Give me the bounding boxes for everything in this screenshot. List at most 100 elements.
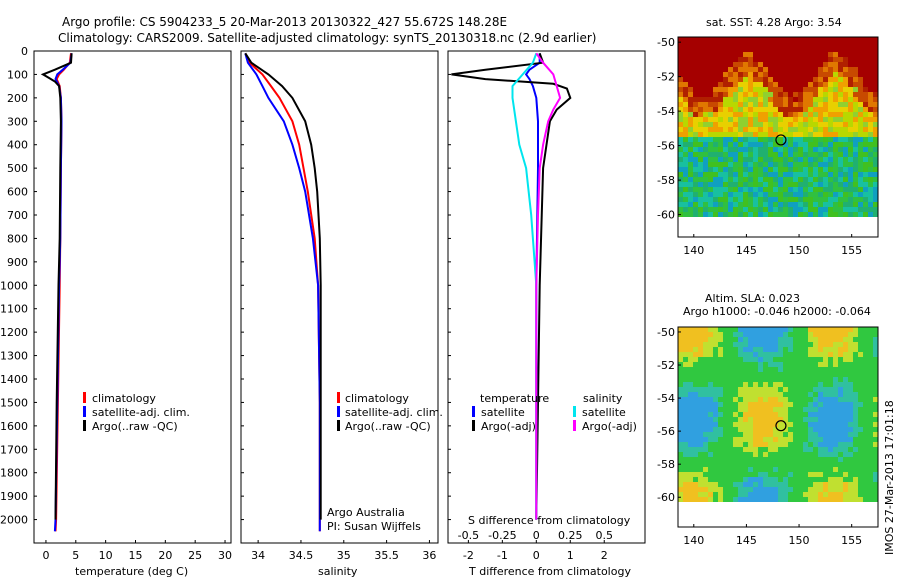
map-cell: [723, 182, 728, 187]
map-cell: [743, 477, 748, 482]
map-cell: [683, 512, 688, 517]
map-cell: [808, 152, 813, 157]
map-cell: [733, 92, 738, 97]
map-cell: [783, 522, 788, 527]
map-cell: [678, 157, 683, 162]
map-cell: [783, 502, 788, 507]
map-cell: [858, 347, 863, 352]
map-cell: [748, 397, 753, 402]
map-cell: [773, 462, 778, 467]
map-cell: [703, 147, 708, 152]
map-cell: [853, 467, 858, 472]
map-cell: [853, 132, 858, 137]
map-cell: [713, 432, 718, 437]
map-cell: [788, 497, 793, 502]
map-cell: [693, 477, 698, 482]
map-cell: [823, 167, 828, 172]
map-cell: [693, 357, 698, 362]
map-cell: [688, 107, 693, 112]
map-cell: [748, 137, 753, 142]
map-cell: [703, 207, 708, 212]
map-cell: [728, 92, 733, 97]
map-cell: [788, 222, 793, 227]
map-cell: [788, 337, 793, 342]
map-cell: [683, 422, 688, 427]
map-cell: [843, 497, 848, 502]
map-cell: [708, 507, 713, 512]
map-cell: [698, 117, 703, 122]
map-cell: [723, 62, 728, 67]
map-cell: [678, 327, 683, 332]
map-cell: [753, 412, 758, 417]
map-cell: [718, 52, 723, 57]
map-cell: [678, 127, 683, 132]
map-cell: [753, 407, 758, 412]
map-cell: [818, 497, 823, 502]
map-cell: [763, 67, 768, 72]
map-cell: [848, 402, 853, 407]
map-cell: [743, 52, 748, 57]
depth-tick-label: 1700: [0, 443, 28, 456]
map-cell: [763, 212, 768, 217]
map-cell: [808, 182, 813, 187]
map-cell: [733, 442, 738, 447]
map-cell: [758, 217, 763, 222]
map-cell: [713, 517, 718, 522]
map-cell: [863, 442, 868, 447]
map-cell: [718, 162, 723, 167]
map-cell: [838, 97, 843, 102]
map-cell: [688, 427, 693, 432]
map-cell: [828, 87, 833, 92]
map-cell: [733, 112, 738, 117]
map-cell: [838, 77, 843, 82]
map-cell: [773, 477, 778, 482]
map-cell: [873, 152, 878, 157]
map-cell: [803, 452, 808, 457]
map-cell: [693, 397, 698, 402]
map-cell: [743, 62, 748, 67]
map-cell: [868, 112, 873, 117]
map-cell: [713, 417, 718, 422]
map-cell: [818, 157, 823, 162]
map-cell: [798, 427, 803, 432]
map-cell: [753, 207, 758, 212]
map-cell: [778, 197, 783, 202]
map-cell: [828, 422, 833, 427]
map-cell: [693, 417, 698, 422]
map-cell: [728, 447, 733, 452]
map-cell: [858, 67, 863, 72]
map-cell: [773, 217, 778, 222]
map-cell: [848, 407, 853, 412]
map-cell: [753, 387, 758, 392]
map-cell: [743, 487, 748, 492]
map-cell: [858, 97, 863, 102]
map-cell: [783, 82, 788, 87]
map-cell: [853, 452, 858, 457]
map-cell: [763, 227, 768, 232]
map-cell: [793, 172, 798, 177]
map-cell: [818, 347, 823, 352]
map-cell: [723, 57, 728, 62]
map-cell: [863, 57, 868, 62]
map-cell: [813, 397, 818, 402]
map-cell: [828, 407, 833, 412]
map-cell: [868, 77, 873, 82]
map-cell: [748, 182, 753, 187]
map-cell: [713, 177, 718, 182]
map-cell: [723, 442, 728, 447]
map-cell: [763, 452, 768, 457]
map-cell: [788, 47, 793, 52]
map-cell: [778, 517, 783, 522]
map-cell: [823, 362, 828, 367]
map-cell: [763, 222, 768, 227]
map-cell: [863, 232, 868, 237]
map-cell: [713, 232, 718, 237]
map-cell: [758, 472, 763, 477]
map-cell: [708, 372, 713, 377]
map-cell: [833, 97, 838, 102]
map-cell: [758, 352, 763, 357]
map-cell: [848, 157, 853, 162]
map-cell: [753, 212, 758, 217]
map-cell: [758, 462, 763, 467]
map-cell: [848, 167, 853, 172]
